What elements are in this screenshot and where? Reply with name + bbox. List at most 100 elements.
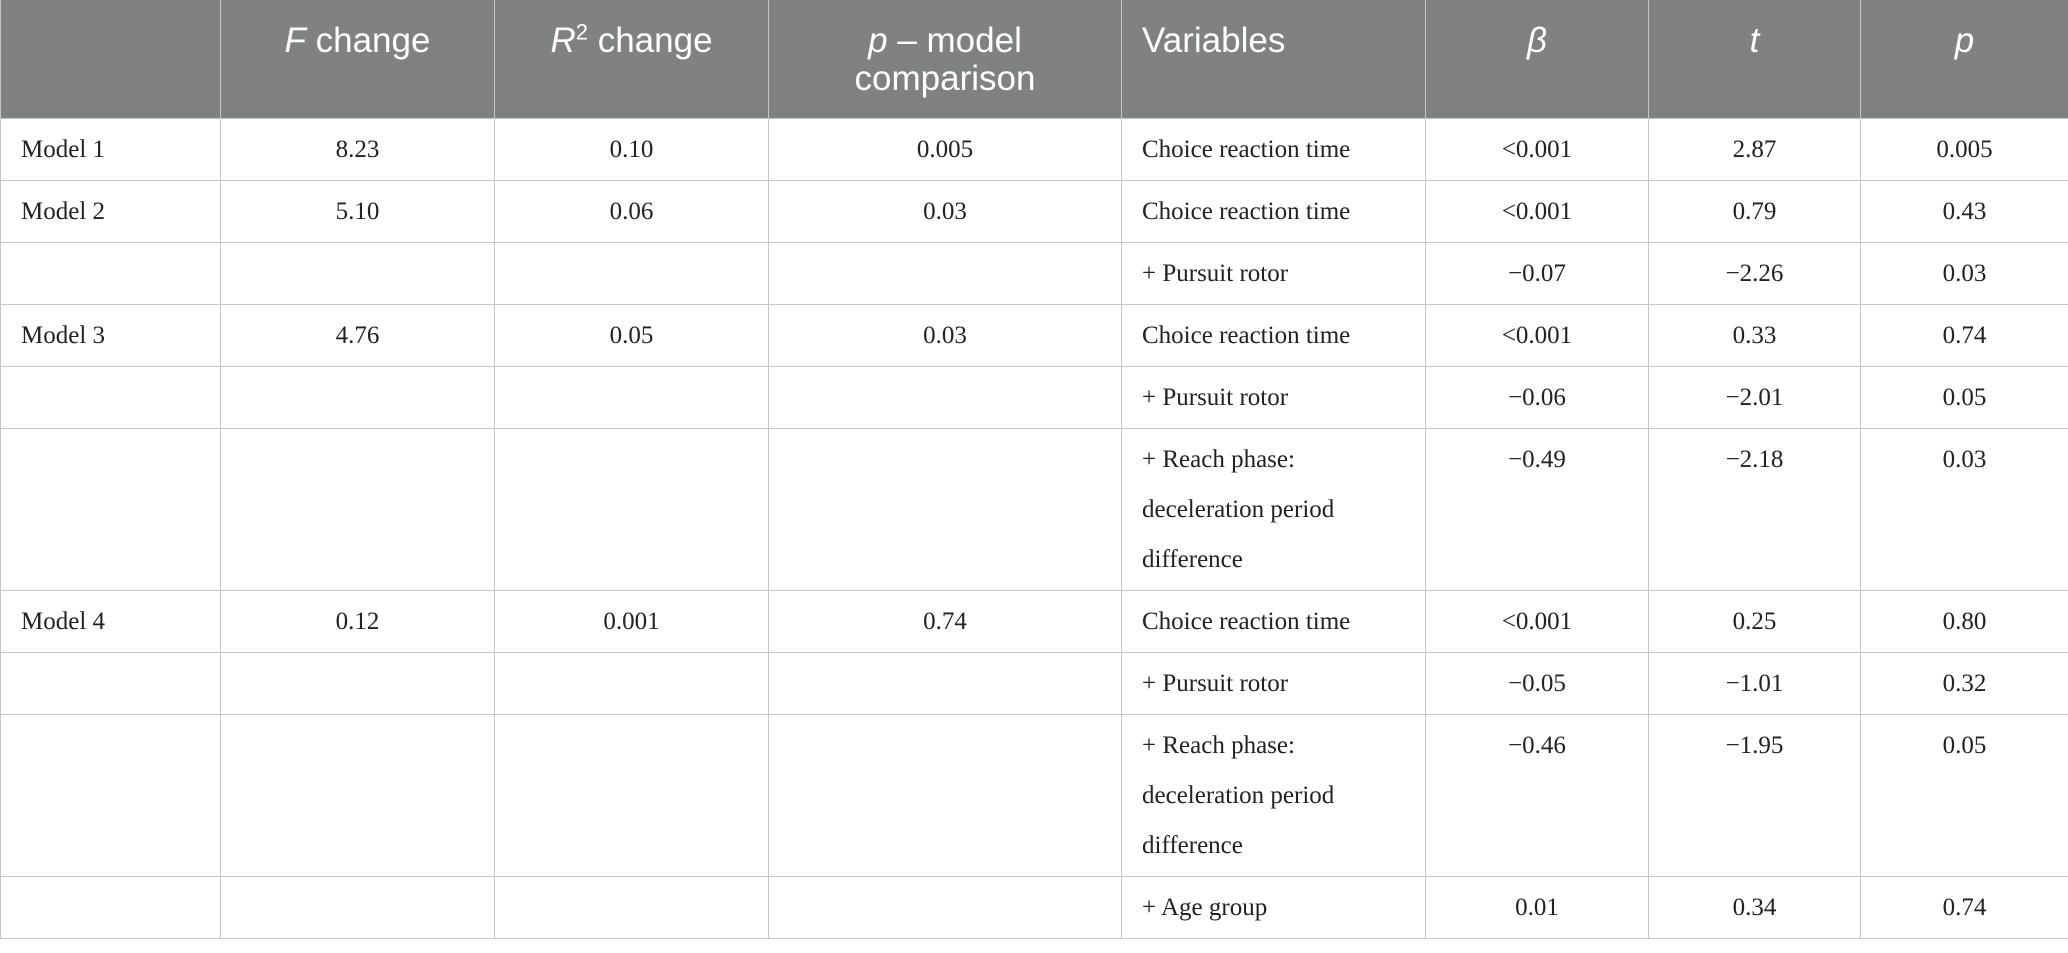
cell-p-model: 0.03 bbox=[768, 303, 1122, 367]
cell-model bbox=[0, 241, 221, 305]
header-p: p bbox=[1860, 0, 2068, 118]
table-row: Model 3 4.76 0.05 0.03 Choice reaction t… bbox=[0, 303, 2068, 367]
cell-t: −1.01 bbox=[1648, 651, 1861, 715]
cell-f-change bbox=[220, 427, 495, 591]
cell-model bbox=[0, 875, 221, 939]
cell-beta: <0.001 bbox=[1425, 117, 1649, 181]
cell-beta: −0.05 bbox=[1425, 651, 1649, 715]
cell-p: 0.32 bbox=[1860, 651, 2068, 715]
cell-model: Model 4 bbox=[0, 589, 221, 653]
header-t-symbol: t bbox=[1749, 21, 1760, 60]
cell-p-model bbox=[768, 875, 1122, 939]
cell-p: 0.05 bbox=[1860, 713, 2068, 877]
cell-p-model bbox=[768, 365, 1122, 429]
cell-beta: −0.49 bbox=[1425, 427, 1649, 591]
cell-r2-change bbox=[494, 651, 769, 715]
header-r2-change: R2 change bbox=[494, 0, 769, 118]
header-row: F change R2 change p – model comparison … bbox=[0, 0, 2068, 118]
cell-beta: −0.07 bbox=[1425, 241, 1649, 305]
cell-r2-change bbox=[494, 241, 769, 305]
header-r2-label: change bbox=[587, 21, 713, 60]
table-row: + Pursuit rotor −0.05 −1.01 0.32 bbox=[0, 651, 2068, 715]
header-t: t bbox=[1648, 0, 1861, 118]
cell-p-model: 0.005 bbox=[768, 117, 1122, 181]
cell-variable: Choice reaction time bbox=[1121, 179, 1426, 243]
header-p-model-label: – model comparison bbox=[854, 21, 1036, 98]
cell-f-change: 8.23 bbox=[220, 117, 495, 181]
table-row: Model 1 8.23 0.10 0.005 Choice reaction … bbox=[0, 117, 2068, 181]
cell-r2-change bbox=[494, 875, 769, 939]
cell-f-change: 0.12 bbox=[220, 589, 495, 653]
cell-p: 0.005 bbox=[1860, 117, 2068, 181]
cell-f-change: 4.76 bbox=[220, 303, 495, 367]
cell-variable: + Reach phase: deceleration period diffe… bbox=[1121, 713, 1426, 877]
cell-f-change bbox=[220, 651, 495, 715]
cell-model: Model 1 bbox=[0, 117, 221, 181]
cell-variable: + Age group bbox=[1121, 875, 1426, 939]
cell-p: 0.05 bbox=[1860, 365, 2068, 429]
table-body: Model 1 8.23 0.10 0.005 Choice reaction … bbox=[0, 117, 2068, 939]
cell-t: 0.33 bbox=[1648, 303, 1861, 367]
cell-variable: + Reach phase: deceleration period diffe… bbox=[1121, 427, 1426, 591]
cell-t: 0.25 bbox=[1648, 589, 1861, 653]
header-f-symbol: F bbox=[284, 21, 306, 60]
cell-f-change: 5.10 bbox=[220, 179, 495, 243]
header-variables: Variables bbox=[1121, 0, 1426, 118]
cell-t: −1.95 bbox=[1648, 713, 1861, 877]
cell-p: 0.80 bbox=[1860, 589, 2068, 653]
cell-beta: <0.001 bbox=[1425, 303, 1649, 367]
cell-r2-change bbox=[494, 365, 769, 429]
cell-t: −2.26 bbox=[1648, 241, 1861, 305]
cell-p: 0.03 bbox=[1860, 241, 2068, 305]
cell-beta: −0.46 bbox=[1425, 713, 1649, 877]
table-header: F change R2 change p – model comparison … bbox=[0, 0, 2068, 118]
cell-variable: + Pursuit rotor bbox=[1121, 241, 1426, 305]
cell-model bbox=[0, 713, 221, 877]
cell-model bbox=[0, 427, 221, 591]
cell-variable: Choice reaction time bbox=[1121, 303, 1426, 367]
table-row: Model 4 0.12 0.001 0.74 Choice reaction … bbox=[0, 589, 2068, 653]
cell-beta: <0.001 bbox=[1425, 179, 1649, 243]
cell-variable: + Pursuit rotor bbox=[1121, 651, 1426, 715]
cell-p: 0.43 bbox=[1860, 179, 2068, 243]
cell-p-model: 0.74 bbox=[768, 589, 1122, 653]
cell-r2-change: 0.10 bbox=[494, 117, 769, 181]
cell-model: Model 3 bbox=[0, 303, 221, 367]
header-r-superscript: 2 bbox=[575, 19, 588, 45]
table-row: + Age group 0.01 0.34 0.74 bbox=[0, 875, 2068, 939]
cell-f-change bbox=[220, 241, 495, 305]
cell-t: 2.87 bbox=[1648, 117, 1861, 181]
table-row: + Reach phase: deceleration period diffe… bbox=[0, 713, 2068, 877]
cell-t: −2.01 bbox=[1648, 365, 1861, 429]
cell-p: 0.74 bbox=[1860, 303, 2068, 367]
cell-model bbox=[0, 365, 221, 429]
cell-variable: + Pursuit rotor bbox=[1121, 365, 1426, 429]
header-p-symbol: p bbox=[868, 21, 888, 60]
cell-beta: 0.01 bbox=[1425, 875, 1649, 939]
table-row: + Pursuit rotor −0.07 −2.26 0.03 bbox=[0, 241, 2068, 305]
cell-beta: <0.001 bbox=[1425, 589, 1649, 653]
header-empty bbox=[0, 0, 221, 118]
cell-p: 0.03 bbox=[1860, 427, 2068, 591]
cell-r2-change: 0.05 bbox=[494, 303, 769, 367]
cell-p: 0.74 bbox=[1860, 875, 2068, 939]
header-beta-symbol: β bbox=[1527, 21, 1547, 60]
cell-r2-change: 0.06 bbox=[494, 179, 769, 243]
cell-variable: Choice reaction time bbox=[1121, 117, 1426, 181]
cell-f-change bbox=[220, 875, 495, 939]
header-p-model-comparison: p – model comparison bbox=[768, 0, 1122, 118]
cell-t: 0.79 bbox=[1648, 179, 1861, 243]
table-row: + Reach phase: deceleration period diffe… bbox=[0, 427, 2068, 591]
cell-model: Model 2 bbox=[0, 179, 221, 243]
table-row: + Pursuit rotor −0.06 −2.01 0.05 bbox=[0, 365, 2068, 429]
cell-model bbox=[0, 651, 221, 715]
header-f-label: change bbox=[305, 21, 431, 60]
cell-p-model bbox=[768, 241, 1122, 305]
cell-t: 0.34 bbox=[1648, 875, 1861, 939]
cell-variable: Choice reaction time bbox=[1121, 589, 1426, 653]
header-f-change: F change bbox=[220, 0, 495, 118]
cell-beta: −0.06 bbox=[1425, 365, 1649, 429]
cell-t: −2.18 bbox=[1648, 427, 1861, 591]
table-row: Model 2 5.10 0.06 0.03 Choice reaction t… bbox=[0, 179, 2068, 243]
